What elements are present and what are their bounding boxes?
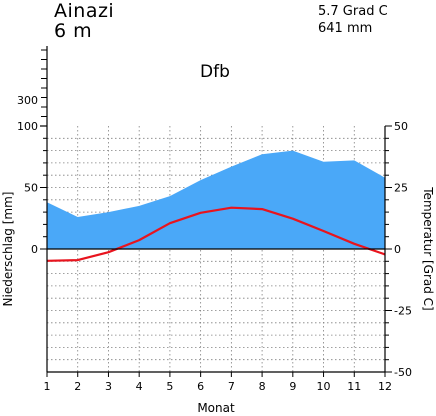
x-tick-label: 9 <box>289 380 296 393</box>
right-tick-label: 0 <box>394 243 401 256</box>
x-tick-label: 4 <box>136 380 143 393</box>
climate-classification: Dfb <box>200 62 230 82</box>
left-tick-label: 0 <box>31 243 38 256</box>
station-elevation: 6 m <box>54 20 93 42</box>
left-tick-label: 300 <box>17 94 38 107</box>
left-axis-label: Niederschlag [mm] <box>1 192 15 307</box>
x-tick-label: 3 <box>105 380 112 393</box>
x-tick-label: 6 <box>197 380 204 393</box>
x-tick-label: 10 <box>317 380 331 393</box>
annual-precipitation: 641 mm <box>318 21 373 36</box>
x-tick-label: 5 <box>166 380 173 393</box>
x-tick-label: 7 <box>228 380 235 393</box>
x-tick-label: 8 <box>259 380 266 393</box>
left-tick-label: 100 <box>17 120 38 133</box>
axis-ticks <box>40 49 392 377</box>
x-tick-label: 2 <box>74 380 81 393</box>
right-tick-label: 25 <box>394 182 408 195</box>
right-tick-label: 50 <box>394 120 408 133</box>
precipitation-area <box>47 150 385 249</box>
x-tick-label: 1 <box>44 380 51 393</box>
right-axis-label: Temperatur [Grad C] <box>421 186 435 310</box>
x-tick-label: 11 <box>347 380 361 393</box>
left-tick-label: 50 <box>24 182 38 195</box>
x-tick-label: 12 <box>378 380 392 393</box>
right-tick-label: -50 <box>394 366 412 379</box>
temperature-line <box>46 206 386 262</box>
right-tick-label: -25 <box>394 305 412 318</box>
mean-temperature: 5.7 Grad C <box>318 4 388 19</box>
station-name: Ainazi <box>54 0 115 22</box>
x-axis-label: Monat <box>197 401 235 415</box>
